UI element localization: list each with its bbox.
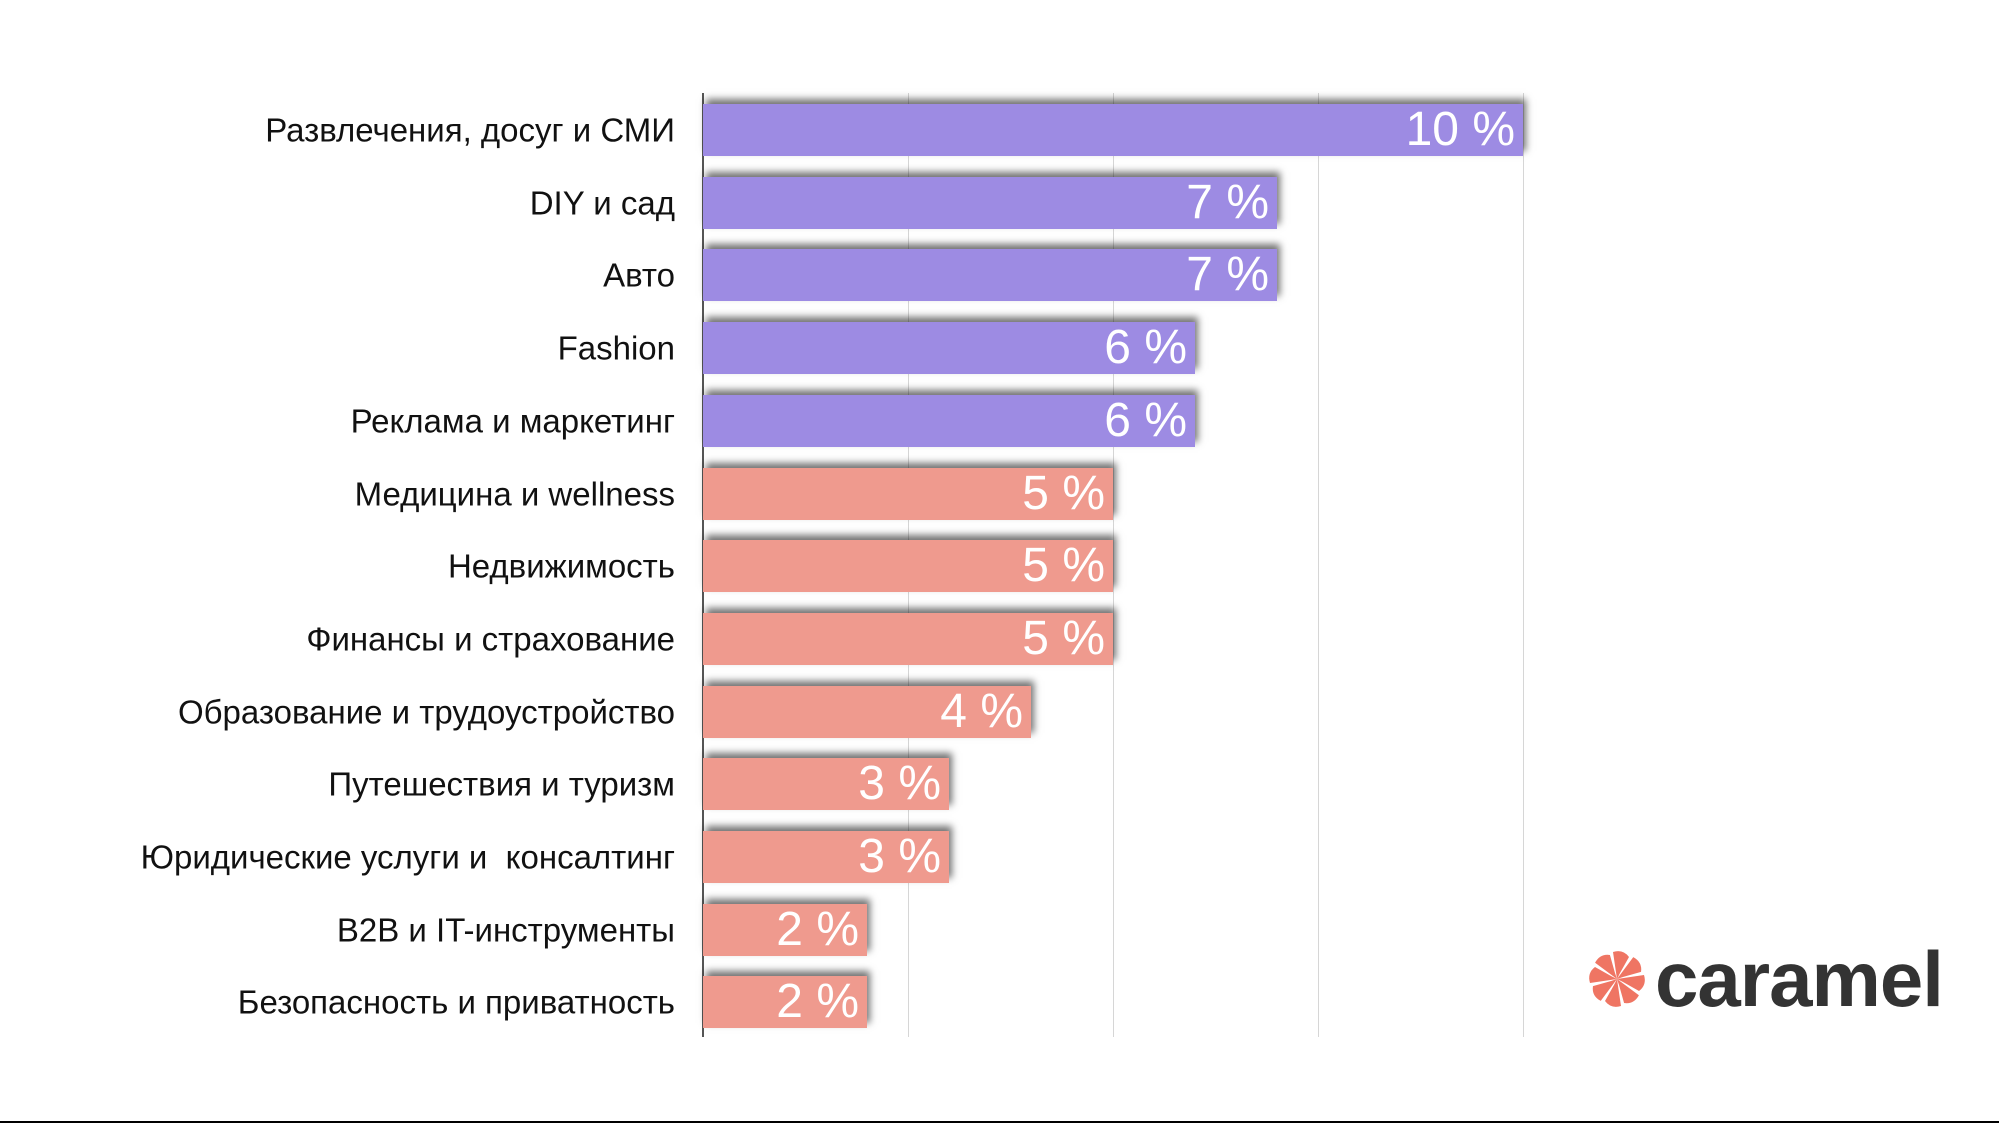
gridline [1113,93,1114,1037]
bar: 5 % [703,466,1113,520]
data-label: 5 % [1022,466,1105,520]
category-label: DIY и сад [529,184,675,222]
data-label: 6 % [1104,393,1187,447]
bottom-border [0,1121,1999,1123]
bar: 7 % [703,175,1277,229]
gridline [1318,93,1319,1037]
data-label: 7 % [1186,248,1269,302]
bar: 10 % [703,104,1523,156]
category-label: Реклама и маркетинг [350,402,675,440]
bar: 2 % [703,902,867,956]
pinwheel-icon [1589,951,1645,1007]
data-label: 5 % [1022,539,1105,593]
data-label: 5 % [1022,611,1105,665]
bar: 3 % [703,831,949,883]
bar: 5 % [703,539,1113,593]
category-label: Медицина и wellness [354,475,675,512]
gridline [1523,93,1524,1037]
bar: 2 % [703,975,867,1029]
bar: 7 % [703,248,1277,302]
bar: 6 % [703,321,1195,375]
bar: 4 % [703,684,1031,738]
caramel-logo: caramel [1585,935,1944,1023]
category-label: Юридические услуги и консалтинг [140,838,675,876]
category-label: Fashion [557,329,675,367]
data-label: 3 % [858,830,941,883]
data-label: 2 % [776,902,859,956]
category-label: Развлечения, досуг и СМИ [265,111,675,149]
category-label: Недвижимость [447,547,675,585]
category-label: Финансы и страхование [306,620,675,658]
bar: 3 % [703,757,949,811]
logo-text: caramel [1655,935,1944,1023]
category-label: Образование и трудоустройство [177,693,675,731]
category-label: B2B и IT-инструменты [336,911,675,949]
bar: 6 % [703,393,1195,447]
category-label: Авто [603,256,675,294]
category-label: Безопасность и приватность [237,983,675,1021]
bar: 5 % [703,611,1113,665]
data-label: 2 % [776,975,859,1029]
data-label: 4 % [940,684,1023,738]
data-label: 7 % [1186,175,1269,229]
data-label: 10 % [1405,103,1515,156]
data-label: 3 % [858,757,941,811]
category-label: Путешествия и туризм [328,765,675,803]
data-label: 6 % [1104,321,1187,375]
